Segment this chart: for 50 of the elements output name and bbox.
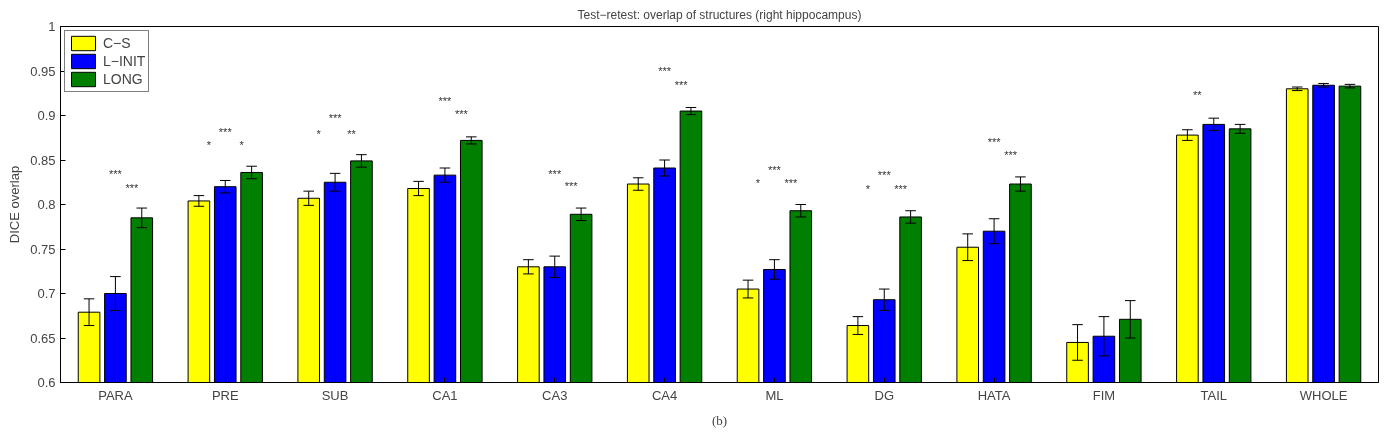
annotation: *** bbox=[109, 167, 123, 180]
annotation: *** bbox=[658, 65, 672, 78]
y-tick-label: 0.7 bbox=[37, 286, 56, 301]
x-tick-label: CA3 bbox=[542, 387, 568, 403]
annotation: *** bbox=[894, 182, 908, 195]
annotation: *** bbox=[328, 112, 343, 125]
annotation: ** bbox=[1192, 89, 1203, 102]
annotation: *** bbox=[564, 180, 579, 193]
y-tick-label: 0.75 bbox=[30, 241, 56, 257]
x-tick-label: TAIL bbox=[1200, 387, 1228, 403]
x-tick-label: PARA bbox=[98, 387, 133, 403]
annotation: *** bbox=[1004, 148, 1018, 161]
chart-title: Test−retest: overlap of structures (right hippocampus) bbox=[577, 7, 862, 22]
legend-label: C−S bbox=[103, 35, 131, 51]
text: (b) bbox=[711, 412, 728, 428]
annotation: *** bbox=[438, 94, 453, 107]
annotation: *** bbox=[877, 169, 892, 182]
legend-label: LONG bbox=[103, 71, 143, 87]
y-tick-label: 0.8 bbox=[37, 197, 56, 212]
annotation: *** bbox=[674, 78, 689, 91]
x-tick-label: FIM bbox=[1092, 387, 1116, 403]
legend-label: L−INIT bbox=[103, 53, 146, 69]
annotation: *** bbox=[768, 164, 782, 177]
annotation: * bbox=[206, 139, 212, 152]
x-tick-label: WHOLE bbox=[1299, 387, 1348, 403]
annotation: * bbox=[316, 127, 322, 140]
y-tick-label: 0.85 bbox=[30, 152, 56, 168]
annotation: *** bbox=[218, 125, 233, 138]
annotation: *** bbox=[784, 177, 799, 190]
annotation: *** bbox=[454, 107, 469, 120]
y-tick-label: 0.6 bbox=[37, 375, 56, 390]
x-tick-label: ML bbox=[765, 387, 784, 403]
annotation: *** bbox=[548, 167, 562, 180]
y-axis-title: DICE overlap bbox=[7, 165, 23, 244]
annotation: *** bbox=[125, 181, 140, 194]
x-tick-label: HATA bbox=[977, 387, 1011, 403]
annotation: ** bbox=[347, 127, 357, 140]
annotation: * bbox=[239, 139, 245, 152]
x-tick-label: SUB bbox=[321, 387, 349, 403]
y-tick-label: 0.65 bbox=[30, 330, 56, 346]
x-tick-label: PRE bbox=[211, 387, 239, 403]
annotation: * bbox=[755, 177, 761, 190]
annotation: *** bbox=[987, 135, 1002, 148]
y-tick-label: 1 bbox=[48, 19, 56, 34]
x-tick-label: CA4 bbox=[651, 387, 678, 403]
x-tick-label: DG bbox=[874, 387, 894, 403]
y-tick-label: 0.9 bbox=[37, 108, 56, 123]
y-tick-label: 0.95 bbox=[30, 63, 56, 79]
annotation: * bbox=[865, 182, 871, 195]
x-tick-label: CA1 bbox=[432, 387, 458, 403]
